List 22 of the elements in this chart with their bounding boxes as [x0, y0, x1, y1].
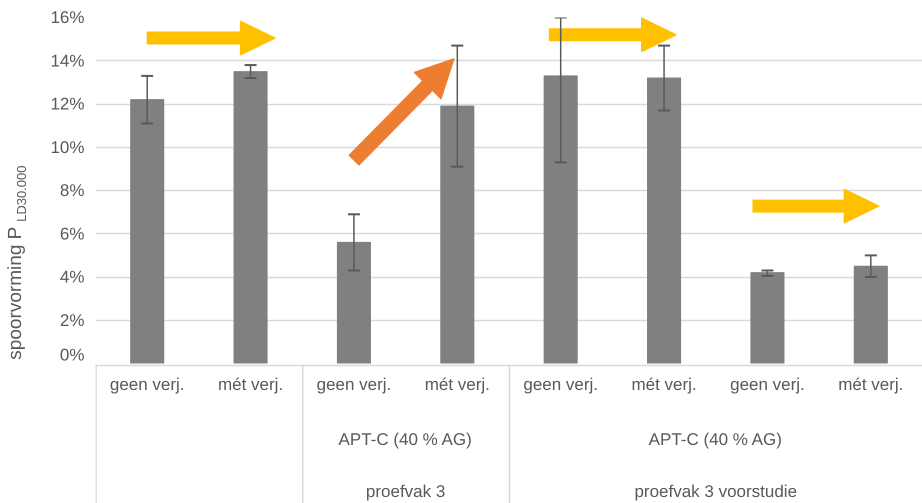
- y-tick-label: 0%: [60, 346, 85, 364]
- x-tick-label: geen verj.: [730, 375, 805, 394]
- text: APT-C (40 % AG): [648, 430, 782, 449]
- x-tick-label: mét verj.: [838, 375, 904, 394]
- text: proefvak 3 voorstudie: [634, 482, 798, 501]
- y-tick-label: 4%: [60, 268, 85, 286]
- y-tick-label: 6%: [60, 224, 85, 244]
- x-tick-label: mét verj.: [218, 375, 284, 394]
- y-axis-title: spoorvorming PLD30.000: [5, 166, 29, 360]
- y-tick-label: 12%: [50, 94, 85, 114]
- text: proefvak 3: [366, 482, 446, 501]
- x-tick-label: mét verj.: [631, 375, 697, 394]
- y-tick-label: 16%: [50, 8, 85, 27]
- x-tick-label: geen verj.: [523, 375, 598, 394]
- x-tick-label: geen verj.: [316, 375, 392, 394]
- text: APT-C (40 % AG): [338, 430, 472, 449]
- x-tick-label: mét verj.: [424, 375, 490, 394]
- x-tick-label: geen verj.: [110, 375, 185, 394]
- y-tick-label: 10%: [50, 138, 85, 157]
- y-tick-label: 14%: [50, 51, 85, 70]
- y-tick-label: 8%: [60, 181, 85, 200]
- y-tick-label: 2%: [60, 310, 85, 330]
